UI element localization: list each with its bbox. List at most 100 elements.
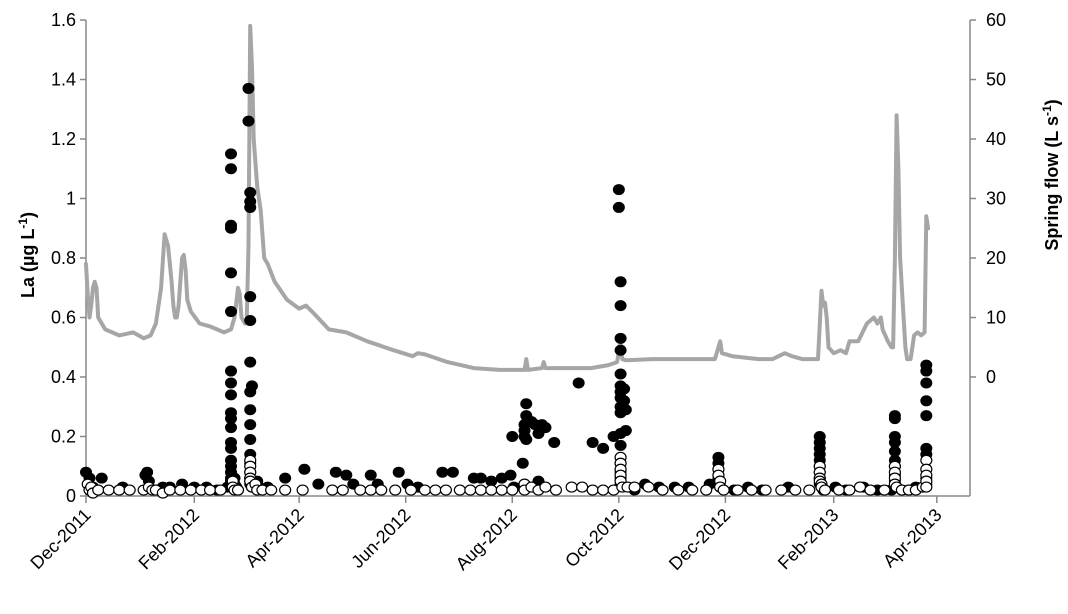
- filled-point: [312, 478, 325, 490]
- open-point: [336, 484, 349, 496]
- filled-point: [474, 472, 487, 484]
- filled-point: [436, 466, 449, 478]
- open-point: [214, 484, 227, 496]
- x-tick-label: Aug-2012: [452, 505, 521, 574]
- x-tick-label: Feb-2012: [135, 505, 204, 574]
- open-point: [576, 481, 589, 493]
- filled-point: [485, 475, 498, 487]
- filled-point: [920, 377, 933, 389]
- open-point: [174, 484, 187, 496]
- open-point: [184, 484, 197, 496]
- open-point: [853, 481, 867, 493]
- filled-point: [244, 419, 257, 431]
- x-tick-label: Apr-2013: [879, 505, 946, 572]
- filled-point: [244, 386, 257, 398]
- filled-point: [520, 398, 533, 410]
- filled-point: [597, 442, 610, 454]
- open-point: [429, 484, 442, 496]
- filled-point: [242, 115, 255, 127]
- filled-point: [244, 201, 257, 213]
- filled-point: [225, 365, 238, 377]
- open-point: [364, 484, 377, 496]
- open-point: [279, 484, 292, 496]
- open-point: [163, 484, 176, 496]
- y-right-tick-label: 20: [986, 248, 1006, 268]
- filled-point: [141, 466, 154, 478]
- filled-point: [586, 436, 599, 448]
- filled-point: [888, 445, 901, 457]
- open-point: [586, 484, 599, 496]
- open-point: [296, 484, 309, 496]
- open-point: [404, 484, 418, 496]
- filled-point: [244, 433, 257, 445]
- y-right-tick-label: 60: [986, 10, 1006, 30]
- open-point: [864, 484, 877, 496]
- filled-point: [225, 306, 238, 318]
- open-point: [389, 484, 402, 496]
- filled-point: [920, 410, 933, 422]
- filled-point: [888, 413, 901, 425]
- open-point: [549, 484, 563, 496]
- open-point: [843, 484, 856, 496]
- open-point: [102, 484, 115, 496]
- filled-point: [614, 300, 627, 312]
- filled-point: [279, 472, 292, 484]
- open-point: [597, 484, 610, 496]
- x-tick-label: Jun-2012: [347, 505, 414, 572]
- filled-point: [614, 428, 627, 440]
- open-point: [464, 484, 477, 496]
- open-point: [775, 484, 788, 496]
- open-point: [700, 484, 713, 496]
- y-left-axis-title: La (µg L-1): [16, 212, 38, 298]
- y-left-tick-label: 1: [66, 189, 76, 209]
- open-points-layer: [81, 451, 933, 499]
- x-tick-label: Apr-2012: [241, 505, 308, 572]
- filled-point: [244, 404, 257, 416]
- filled-point: [506, 431, 519, 442]
- filled-point: [920, 365, 933, 377]
- filled-point: [340, 469, 353, 481]
- filled-point: [612, 201, 625, 213]
- filled-point: [298, 463, 311, 475]
- open-point: [878, 484, 891, 496]
- open-point: [628, 481, 641, 493]
- open-point: [642, 481, 655, 493]
- filled-point: [392, 466, 405, 478]
- open-point: [418, 484, 432, 496]
- y-right-tick-label: 0: [986, 367, 996, 387]
- open-point: [656, 484, 669, 496]
- y-right-tick-label: 50: [986, 70, 1006, 90]
- filled-point: [618, 383, 631, 395]
- x-tick-label: Dec-2011: [26, 505, 94, 573]
- filled-points-layer: [80, 82, 933, 496]
- filled-point: [614, 276, 627, 288]
- open-point: [803, 484, 816, 496]
- filled-point: [516, 457, 529, 469]
- open-point: [789, 484, 802, 496]
- open-point: [485, 484, 498, 496]
- open-point: [731, 484, 744, 496]
- open-point: [123, 484, 136, 496]
- open-point: [495, 484, 508, 496]
- filled-point: [888, 436, 901, 448]
- open-point: [203, 484, 217, 496]
- filled-point: [446, 466, 459, 478]
- filled-point: [614, 368, 627, 380]
- open-point: [745, 484, 758, 496]
- filled-point: [520, 433, 533, 445]
- filled-point: [572, 377, 585, 389]
- filled-point: [225, 442, 238, 454]
- filled-point: [614, 332, 627, 344]
- open-point: [231, 484, 245, 496]
- filled-point: [539, 422, 552, 434]
- open-point: [113, 484, 126, 496]
- filled-point: [225, 148, 238, 160]
- open-point: [92, 484, 105, 496]
- open-point: [539, 481, 552, 493]
- filled-point: [618, 395, 631, 407]
- open-point: [326, 484, 339, 496]
- x-tick-label: Oct-2012: [561, 505, 628, 572]
- filled-point: [614, 344, 627, 356]
- y-right-axis-title: Spring flow (L s-1): [1040, 99, 1062, 250]
